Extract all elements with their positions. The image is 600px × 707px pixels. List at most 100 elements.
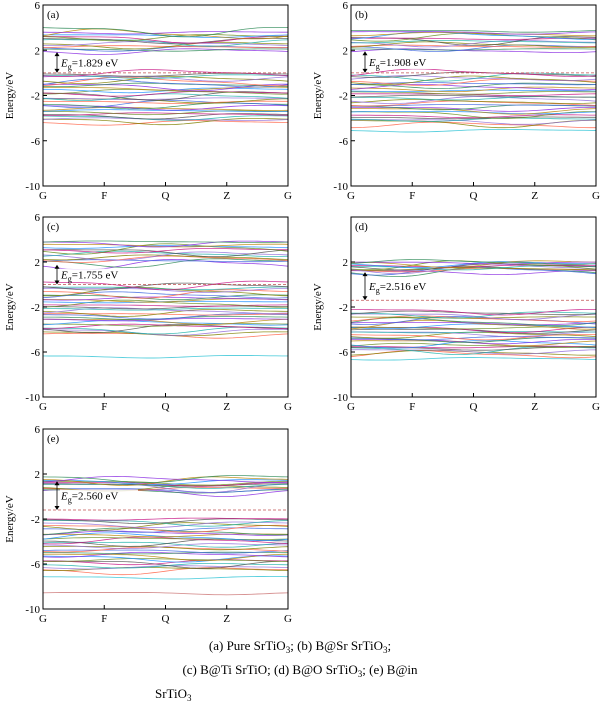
x-tick-label: Q: [470, 190, 478, 202]
y-tick-label: 2: [35, 45, 41, 57]
valence-band-line: [351, 336, 596, 341]
bandgap-arrowhead-up: [362, 51, 368, 56]
bandgap-label-bg: [60, 489, 138, 503]
y-axis-label: Energy/eV: [4, 283, 16, 331]
valence-band-line: [351, 119, 596, 125]
x-tick-label: Z: [223, 613, 230, 625]
valence-band-line: [43, 294, 288, 301]
x-tick-label: Z: [223, 190, 230, 202]
x-tick-label: G: [284, 401, 292, 413]
x-tick-label: F: [101, 613, 107, 625]
valence-band-line: [351, 86, 596, 93]
conduction-band-line: [43, 483, 288, 489]
conduction-band-line: [351, 267, 596, 271]
valence-band-line: [43, 109, 288, 112]
valence-band-line: [43, 118, 288, 126]
bandgap-label: Eg=1.908 eV: [368, 57, 426, 71]
bandgap-arrowhead-down: [362, 296, 368, 301]
valence-band-line: [43, 309, 288, 317]
valence-band-line: [43, 320, 288, 326]
valence-band-line: [43, 536, 288, 545]
conduction-band-line: [43, 488, 288, 493]
valence-band-line: [43, 282, 288, 291]
valence-band-line: [351, 311, 596, 319]
valence-band-line: [351, 94, 596, 98]
bandgap-arrowhead-up: [54, 264, 60, 269]
y-tick-label: 2: [35, 469, 41, 481]
valence-band-line: [351, 89, 596, 93]
valence-band-line: [43, 69, 288, 77]
conduction-band-line: [351, 260, 596, 268]
conduction-band-line: [43, 41, 288, 50]
valence-band-line: [43, 527, 288, 536]
bandgap-label-bg: [368, 280, 446, 294]
valence-band-line: [43, 558, 288, 562]
y-tick-label: 2: [343, 45, 349, 57]
bandgap-label: Eg=1.829 eV: [60, 58, 118, 72]
bandgap-arrowhead-up: [362, 272, 368, 277]
valence-band-line: [351, 323, 596, 330]
caption-sub-b: 3: [382, 645, 388, 655]
y-tick-label: 6: [35, 212, 41, 224]
bandgap-arrowhead-down: [54, 280, 60, 285]
conduction-band-line: [43, 250, 288, 257]
conduction-band-line: [43, 48, 288, 52]
valence-band-line: [43, 296, 288, 301]
valence-band-line: [43, 328, 288, 336]
caption-text-a: (a) Pure SrTiO: [208, 638, 286, 653]
y-tick-label: -10: [25, 181, 40, 193]
y-tick-label: 6: [35, 0, 41, 12]
valence-band-line: [43, 530, 288, 536]
valence-band-line: [351, 316, 596, 319]
valence-band-line: [351, 82, 596, 89]
y-tick-label: -6: [339, 136, 349, 148]
x-tick-label: G: [39, 401, 47, 413]
y-tick-label: 2: [35, 257, 41, 269]
conduction-band-line: [43, 35, 288, 44]
conduction-band-line: [43, 258, 288, 268]
conduction-band-line: [351, 30, 596, 33]
conduction-band-line: [351, 31, 596, 37]
y-axis-label: Energy/eV: [4, 72, 16, 120]
band-lines: [351, 30, 596, 133]
valence-band-line: [351, 116, 596, 120]
x-tick-label: F: [101, 190, 107, 202]
low-lying-band-line: [43, 592, 288, 596]
bandgap-arrowhead-down: [362, 68, 368, 73]
conduction-band-line: [43, 249, 288, 258]
conduction-band-line: [43, 479, 288, 485]
valence-band-line: [351, 340, 596, 349]
y-tick-label: -10: [333, 181, 348, 193]
valence-band-line: [351, 328, 596, 334]
y-tick-label: -10: [25, 604, 40, 616]
conduction-band-line: [43, 475, 288, 484]
x-tick-label: Z: [531, 401, 538, 413]
y-tick-label: -6: [31, 347, 41, 359]
conduction-band-line: [351, 264, 596, 268]
conduction-band-line: [43, 240, 288, 243]
panel-label: (e): [47, 433, 60, 445]
panel-label: (c): [47, 221, 60, 233]
low-lying-band-line: [43, 576, 288, 580]
valence-band-line: [351, 75, 596, 85]
conduction-band-line: [43, 28, 288, 40]
valence-band-line: [43, 93, 288, 101]
x-tick-label: G: [592, 190, 600, 202]
x-tick-label: G: [39, 613, 47, 625]
valence-band-line: [43, 76, 288, 87]
x-tick-label: Q: [162, 190, 170, 202]
conduction-band-line: [43, 248, 288, 254]
valence-band-line: [43, 99, 288, 109]
x-tick-label: Q: [470, 401, 478, 413]
valence-band-line: [43, 560, 288, 569]
valence-band-line: [43, 537, 288, 540]
conduction-band-line: [351, 44, 596, 48]
conduction-band-line: [351, 259, 596, 265]
bandgap-arrowhead-up: [54, 481, 60, 486]
conduction-band-line: [351, 40, 596, 44]
x-tick-label: F: [409, 401, 415, 413]
x-tick-label: G: [347, 401, 355, 413]
valence-band-line: [43, 553, 288, 561]
